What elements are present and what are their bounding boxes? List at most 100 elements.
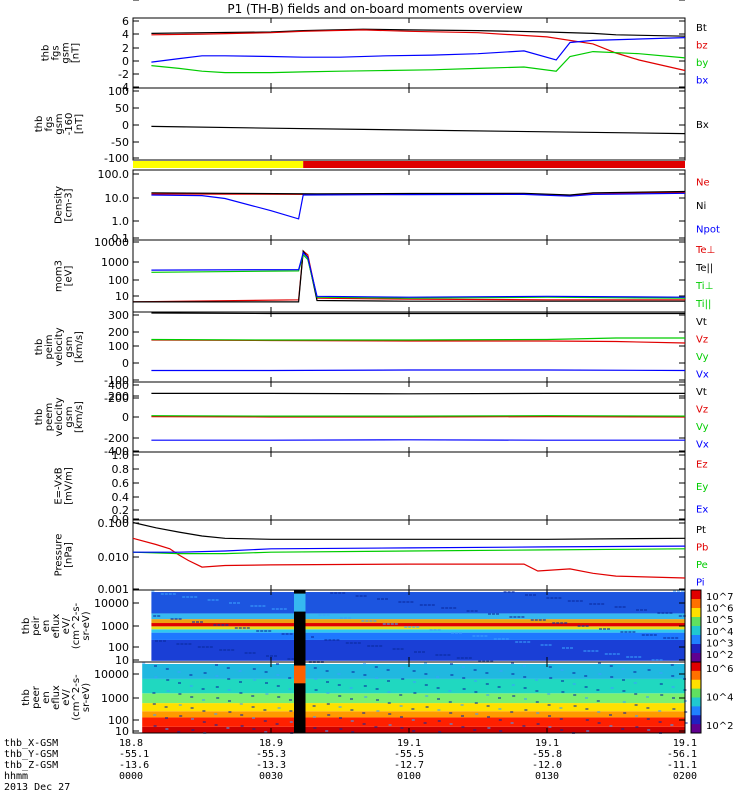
y-axis-label-line: velocity [54, 397, 65, 436]
spectrogram-noise [349, 642, 353, 644]
series-line-Vt [151, 312, 685, 315]
spectrogram-noise [362, 723, 366, 725]
spectrogram-noise [635, 726, 639, 728]
spectrogram-noise [535, 690, 539, 692]
spectrogram-noise [493, 638, 497, 640]
y-tick-label: 1.0 [112, 449, 130, 462]
ephemeris-value: -55.1 [119, 749, 149, 760]
spectrogram-noise [203, 672, 207, 674]
y-axis-label-line: thb [34, 116, 45, 133]
spectrogram-noise [646, 718, 650, 720]
spectrogram-band [305, 629, 685, 633]
ephemeris-value: -12.0 [532, 760, 562, 771]
spectrogram-noise [633, 671, 637, 673]
spectrogram-noise [437, 720, 441, 722]
spectrogram-noise [453, 607, 457, 609]
spectrogram-noise [548, 666, 552, 668]
spectrogram-noise [547, 704, 551, 706]
spectrogram-noise [412, 626, 416, 628]
spectrogram-noise [670, 724, 674, 726]
spectrogram-noise [513, 616, 517, 618]
spectrogram-noise [598, 662, 601, 664]
spectrogram-noise [498, 697, 501, 699]
spectrogram-noise [591, 650, 595, 652]
ephemeris-value: -55.3 [256, 749, 286, 760]
spectrogram-noise [382, 623, 386, 625]
y-axis-label-line: sr-eV) [81, 683, 92, 712]
spectrogram-noise [604, 653, 608, 655]
spectrogram-noise [437, 709, 441, 711]
spectrogram-noise [661, 612, 665, 614]
y-axis-label-line: fgs [51, 45, 62, 60]
spectrogram-noise [277, 696, 281, 698]
spectrogram-noise [647, 669, 651, 671]
spectrogram-noise [499, 670, 503, 672]
y-axis-label-line: gsm [61, 42, 72, 63]
spectrogram-noise [422, 651, 425, 653]
spectrogram-noise [351, 731, 355, 733]
spectrogram-band [305, 703, 685, 712]
spectrogram-noise [595, 650, 599, 652]
spectrogram-noise [560, 622, 564, 624]
spectrogram-noise [326, 614, 330, 616]
spectrogram-noise [386, 669, 390, 671]
spectrogram-noise [276, 674, 280, 676]
spectrogram-noise [291, 658, 295, 660]
spectrogram-noise [511, 684, 515, 686]
spectrogram-noise [355, 595, 359, 597]
spectrogram-noise [387, 691, 391, 693]
legend-entry: Ez [696, 459, 708, 470]
spectrogram-noise [663, 637, 667, 639]
spectrogram-noise [376, 710, 380, 712]
spectrogram-noise [374, 726, 378, 728]
spectrogram-noise [170, 618, 174, 620]
spectrogram-noise [388, 713, 392, 715]
spectrogram-noise [265, 693, 269, 695]
y-tick-label: -100 [104, 152, 129, 165]
colorbar-segment [691, 662, 701, 672]
spectrogram-noise [515, 641, 519, 643]
spectrogram-band [305, 711, 685, 718]
spectrogram-noise [237, 602, 240, 604]
spectrogram-noise [684, 711, 688, 713]
spectrogram-noise [277, 707, 281, 709]
spectrogram-noise [626, 656, 630, 658]
spectrogram-noise [538, 619, 542, 621]
spectrogram-noise [450, 674, 454, 676]
spectrogram-noise [480, 635, 484, 637]
spectrogram-noise [586, 730, 590, 732]
spectrogram-noise [406, 601, 410, 603]
colorbar-segment [691, 697, 701, 707]
spectrogram-band [142, 717, 294, 727]
y-tick-label: 0.4 [112, 491, 130, 504]
y-tick-label: 10000 [94, 668, 129, 681]
spectrogram-noise [431, 604, 435, 606]
spectrogram-noise [155, 640, 158, 642]
legend-entry: Pt [696, 525, 706, 536]
spectrogram-noise [445, 607, 449, 609]
y-tick-label: 10 [115, 290, 129, 303]
spectrogram-band [142, 726, 294, 733]
spectrogram-noise [334, 592, 338, 594]
y-axis-label-line: [nT] [74, 114, 85, 134]
spectrogram-noise [589, 603, 593, 605]
spectrogram-noise [287, 658, 291, 660]
spectrogram-noise [313, 716, 316, 718]
spectrogram-noise [413, 692, 417, 694]
spectrogram-noise [451, 632, 454, 634]
spectrogram-noise [517, 616, 521, 618]
spectrogram-noise [609, 725, 613, 727]
spectrogram-noise [314, 689, 318, 691]
y-tick-label: -100 [104, 374, 129, 387]
spectrogram-noise [160, 593, 164, 595]
spectrogram-noise [375, 645, 379, 647]
y-axis-label-line: thb [21, 618, 32, 635]
spectrogram-noise [462, 677, 466, 679]
spectrogram-noise [264, 731, 268, 733]
spectrogram-noise [439, 654, 443, 656]
spectrogram-noise [274, 655, 277, 657]
ephemeris-value: -55.5 [394, 749, 424, 760]
spectrogram-noise [509, 616, 513, 618]
spectrogram-noise [647, 729, 651, 731]
